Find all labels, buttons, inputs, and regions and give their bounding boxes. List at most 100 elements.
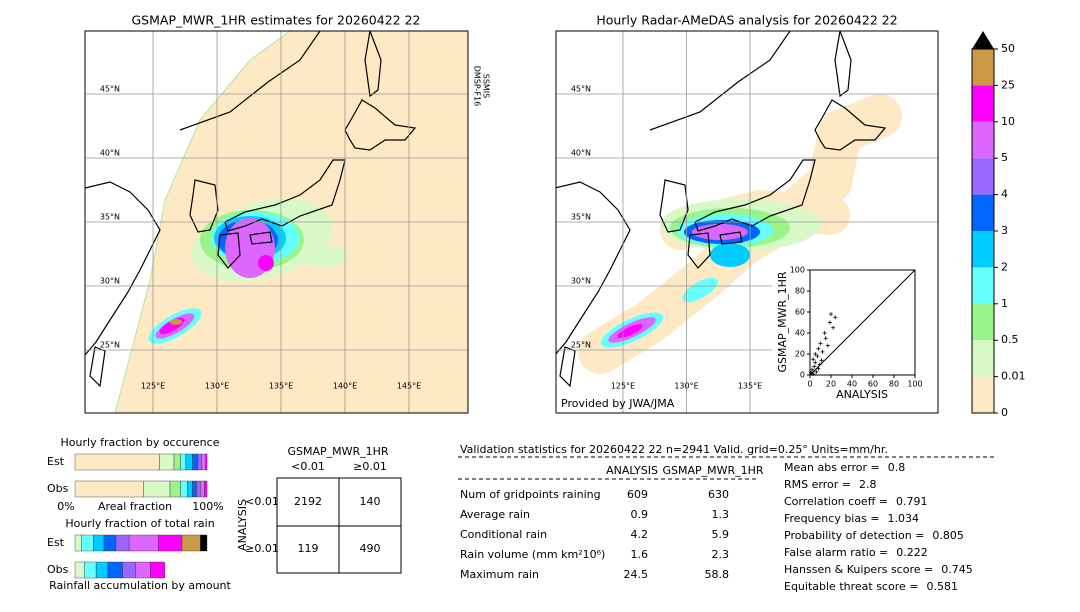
fraction-segment: [74, 480, 144, 498]
score-label: Hanssen & Kuipers score =: [784, 563, 933, 576]
scatter-point: [829, 312, 833, 317]
score-label: Probability of detection =: [784, 529, 924, 542]
scatter-point: [815, 354, 820, 359]
stat-label: Conditional rain: [460, 528, 547, 541]
stat-value: 24.5: [624, 568, 649, 581]
scatter-point: [820, 349, 825, 354]
axis-text: 0%: [57, 500, 74, 513]
fraction-segment: [128, 534, 159, 552]
lat-label: 25°N: [100, 341, 120, 350]
y-tick-label: 60: [795, 308, 805, 317]
fraction-segment: [135, 561, 151, 579]
lat-label: 45°N: [571, 85, 591, 94]
scatter-point: [811, 371, 816, 376]
lon-label: 125°E: [611, 382, 635, 391]
colorbar-bin: [972, 49, 994, 86]
score-label: Frequency bias =: [784, 512, 880, 525]
fraction-segment: [200, 534, 208, 552]
sensor-label: SSMIS: [482, 74, 491, 99]
scatter-point: [817, 362, 822, 367]
fraction-segment: [169, 480, 181, 498]
stat-value: 2.3: [712, 548, 730, 561]
fraction-segment: [115, 534, 130, 552]
colorbar-bin: [972, 158, 994, 195]
fraction-segment: [201, 453, 206, 471]
map-title: Hourly Radar-AMeDAS analysis for 2026042…: [596, 13, 897, 28]
lon-label: 135°E: [738, 382, 762, 391]
stat-value: 58.8: [705, 568, 730, 581]
table-title: GSMAP_MWR_1HR: [287, 445, 388, 458]
sensor-label: DMSP-F16: [473, 66, 482, 106]
colorbar-bin: [972, 231, 994, 268]
table-cell: 2192: [294, 495, 322, 508]
stat-label: Num of gridpoints raining: [460, 488, 601, 501]
y-tick-label: 100: [790, 266, 805, 275]
fraction-segment: [107, 561, 123, 579]
x-tick-label: 100: [907, 380, 922, 389]
row-label: Obs: [47, 563, 69, 576]
row-label: Est: [47, 455, 65, 468]
table-cell: 119: [298, 542, 319, 555]
scatter-point: [823, 336, 828, 341]
scatter-point: [813, 360, 818, 365]
lat-label: 30°N: [100, 277, 120, 286]
colorbar-tick-label: 50: [1001, 42, 1015, 55]
fraction-segment: [196, 480, 201, 498]
lon-label: 140°E: [333, 382, 357, 391]
colorbar-tick-label: 0.5: [1001, 333, 1019, 346]
x-tick-label: 0: [807, 380, 812, 389]
col-label: ≥0.01: [353, 460, 387, 473]
table-cell: 140: [360, 495, 381, 508]
fraction-panels: Hourly fraction by occurence 0% Areal fr…: [47, 436, 232, 592]
lat-label: 35°N: [571, 213, 591, 222]
colorbar-tick-label: 1: [1001, 297, 1008, 310]
colorbar-tick-label: 25: [1001, 78, 1015, 91]
y-tick-label: 40: [795, 329, 805, 338]
colorbar-extend: [972, 31, 994, 49]
colorbar-bin: [972, 121, 994, 159]
colorbar-bin: [972, 340, 994, 377]
stat-value: 609: [627, 488, 648, 501]
score-label: RMS error =: [784, 478, 851, 491]
axis-text: Areal fraction: [98, 500, 172, 513]
scatter-point: [814, 369, 819, 374]
map-frame: [84, 30, 469, 414]
fraction-segment: [81, 534, 94, 552]
scatter-point: [816, 366, 821, 371]
lat-label: 40°N: [100, 149, 120, 158]
colorbar-bin: [972, 194, 994, 231]
validation-header: Validation statistics for 20260422 22 n=…: [460, 443, 888, 456]
stat-label: Maximum rain: [460, 568, 539, 581]
x-axis-label: ANALYSIS: [836, 388, 888, 401]
colorbar-bin: [972, 303, 994, 341]
scatter-inset: ANALYSIS GSMAP_MWR_1HR 0 20 40 60 80 100 0 20 40…: [776, 266, 923, 402]
fraction-segment: [74, 453, 160, 471]
fraction-segment: [159, 453, 175, 471]
graticule: [85, 31, 468, 413]
score-label: Correlation coeff =: [784, 495, 888, 508]
rain-area: [296, 245, 348, 267]
col-label: <0.01: [291, 460, 325, 473]
lon-label: 135°E: [269, 382, 293, 391]
fraction-segment: [157, 534, 183, 552]
fraction-segment: [122, 561, 136, 579]
x-tick-label: 40: [847, 380, 857, 389]
score-value: 0.805: [932, 529, 964, 542]
panel-title: Hourly fraction by occurence: [61, 436, 220, 449]
fraction-segment: [205, 453, 208, 471]
lat-label: 35°N: [100, 213, 120, 222]
score-value: 0.222: [896, 546, 928, 559]
x-tick-label: 60: [868, 380, 878, 389]
colorbar-bin: [972, 267, 994, 304]
row-label: <0.01: [245, 495, 279, 508]
score-value: 0.581: [926, 580, 958, 593]
score-value: 0.745: [941, 563, 973, 576]
scatter-point: [811, 357, 816, 362]
x-tick-label: 20: [826, 380, 836, 389]
lon-label: 125°E: [141, 382, 165, 391]
fraction-segment: [74, 561, 85, 579]
colorbar-tick-label: 3: [1001, 224, 1008, 237]
fraction-segment: [150, 561, 165, 579]
row-label: ≥0.01: [245, 542, 279, 555]
score-label: False alarm ratio =: [784, 546, 888, 559]
